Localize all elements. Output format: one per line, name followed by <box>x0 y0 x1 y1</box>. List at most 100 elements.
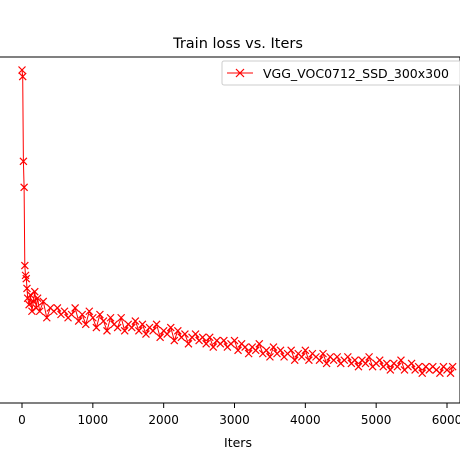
data-point-marker <box>88 313 97 322</box>
data-point-marker <box>255 339 264 348</box>
data-point-marker <box>42 313 51 322</box>
series-layer <box>18 66 457 378</box>
data-point-marker <box>287 346 296 355</box>
data-point-marker <box>407 359 416 368</box>
data-point-marker <box>166 323 175 332</box>
data-point-marker <box>170 336 179 345</box>
data-point-marker <box>95 310 104 319</box>
data-point-marker <box>103 326 111 335</box>
data-point-marker <box>117 313 126 322</box>
data-point-marker <box>30 287 39 296</box>
data-point-marker <box>180 330 189 338</box>
data-point-marker <box>414 362 423 371</box>
data-point-marker <box>198 333 207 342</box>
data-point-marker <box>27 307 36 316</box>
plot-area <box>0 56 460 404</box>
data-point-marker <box>354 362 363 371</box>
data-point-marker <box>365 352 374 361</box>
data-point-marker <box>393 362 402 371</box>
data-point-marker <box>39 297 48 306</box>
data-point-marker <box>33 294 42 303</box>
data-point-marker <box>20 183 29 192</box>
data-point-marker <box>92 323 101 332</box>
legend-marker-swatch <box>235 68 245 78</box>
data-point-marker <box>262 346 271 355</box>
x-tick-label: 3000 <box>219 413 250 427</box>
legend-frame <box>221 60 460 86</box>
data-point-marker <box>375 356 384 365</box>
data-point-marker <box>234 346 242 355</box>
data-point-marker <box>361 359 370 368</box>
data-point-marker <box>19 157 28 166</box>
data-point-marker <box>382 359 391 368</box>
data-point-marker <box>304 356 313 365</box>
data-point-marker <box>127 323 136 332</box>
data-point-marker <box>138 320 147 329</box>
data-point-marker <box>120 326 129 335</box>
data-point-marker <box>322 359 331 368</box>
axes-frame <box>0 56 460 404</box>
data-point-marker <box>191 330 200 338</box>
data-point-marker <box>35 307 44 316</box>
data-point-marker <box>446 369 455 378</box>
data-point-marker <box>205 333 214 342</box>
data-point-marker <box>290 356 299 365</box>
data-point-marker <box>78 310 87 319</box>
data-point-marker <box>301 346 310 355</box>
data-point-marker <box>134 326 143 335</box>
data-point-marker <box>319 349 327 358</box>
data-point-marker <box>251 346 260 355</box>
x-axis-ticks: 0 1000 2000 3000 4000 5000 6000 <box>18 403 460 427</box>
data-point-marker <box>241 343 250 352</box>
data-point-marker <box>209 343 218 352</box>
data-point-marker <box>29 297 38 306</box>
data-point-marker <box>22 274 31 283</box>
data-point-marker <box>435 369 444 378</box>
x-tick-label: 4000 <box>290 413 321 427</box>
data-point-marker <box>397 356 405 365</box>
data-point-marker <box>20 261 29 270</box>
x-tick-label: 6000 <box>432 413 460 427</box>
data-point-marker <box>18 72 27 81</box>
legend-entry-label: VGG_VOC0712_SSD_300x300 <box>263 66 449 81</box>
data-point-marker <box>418 369 427 378</box>
data-point-marker <box>106 313 115 322</box>
data-point-marker <box>152 320 161 329</box>
data-point-marker <box>71 304 80 312</box>
x-tick-label: 2000 <box>148 413 179 427</box>
data-point-marker <box>333 352 342 361</box>
data-point-marker <box>386 365 395 374</box>
data-point-marker <box>60 307 69 316</box>
data-point-marker <box>269 343 278 352</box>
data-point-marker <box>113 323 122 332</box>
data-point-marker <box>142 330 150 338</box>
data-point-marker <box>26 291 35 299</box>
data-point-marker <box>315 356 324 365</box>
legend: VGG_VOC0712_SSD_300x300 <box>221 60 460 86</box>
data-point-marker <box>265 352 274 361</box>
data-point-marker <box>297 352 306 361</box>
data-point-marker <box>99 317 108 325</box>
data-point-marker <box>350 356 359 365</box>
data-point-marker <box>131 317 140 325</box>
data-point-marker <box>276 346 285 355</box>
data-point-marker <box>23 284 31 293</box>
data-point-marker <box>74 317 83 325</box>
x-tick-label: 1000 <box>78 413 109 427</box>
x-axis-label: Iters <box>224 435 252 450</box>
data-point-marker <box>230 336 239 345</box>
data-point-marker <box>25 300 34 309</box>
data-point-marker <box>156 333 165 342</box>
chart-title: Train loss vs. Iters <box>172 36 303 52</box>
x-tick-label: 0 <box>18 413 26 427</box>
data-point-marker <box>244 349 253 358</box>
data-point-marker <box>448 362 457 371</box>
data-point-marker <box>163 330 172 338</box>
data-point-marker <box>184 339 193 348</box>
data-point-marker <box>149 326 157 335</box>
data-point-marker <box>53 304 62 312</box>
x-tick-label: 5000 <box>361 413 392 427</box>
data-point-marker <box>67 310 76 319</box>
data-point-marker <box>173 326 182 335</box>
